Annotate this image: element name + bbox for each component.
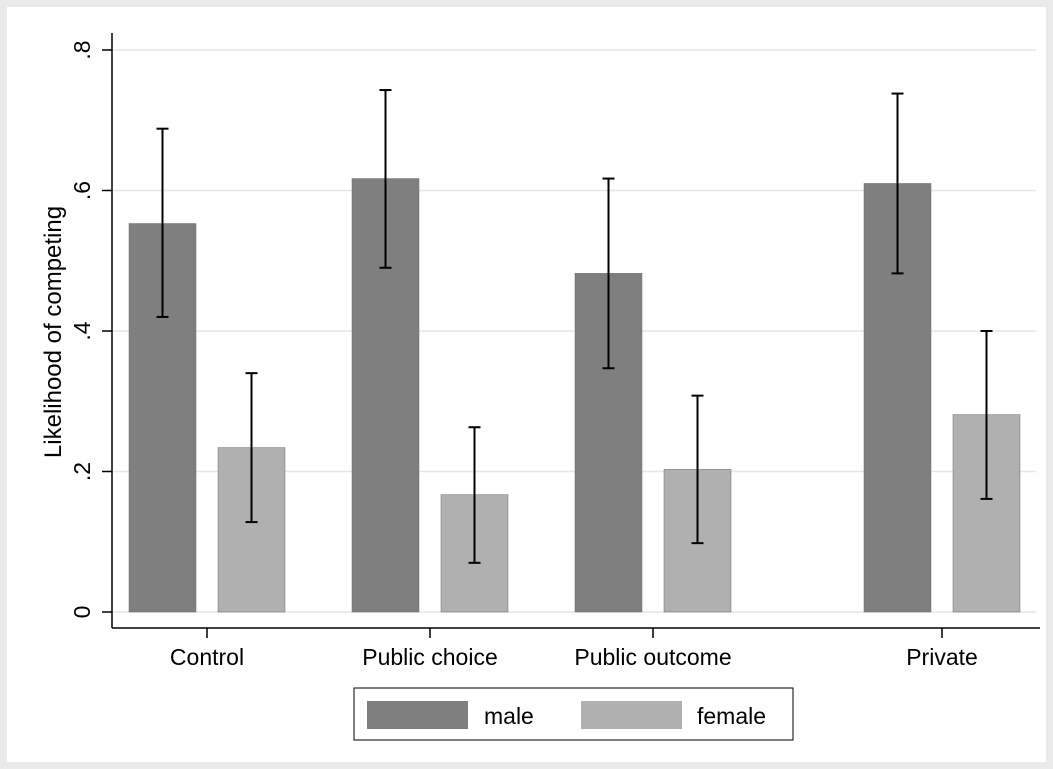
y-tick-label: 0	[69, 606, 95, 619]
legend-swatch-male	[367, 701, 468, 729]
x-ticks: Control Public choice Public outcome Privat…	[170, 628, 978, 670]
legend-label-male: male	[484, 703, 534, 729]
y-ticks: 0 .2 .4 .6 .8	[69, 40, 112, 618]
x-tick-label: Public outcome	[574, 644, 731, 670]
legend: male female	[353, 687, 794, 741]
x-tick-label: Private	[906, 644, 978, 670]
error-bars	[156, 89, 993, 564]
legend-label-female: female	[697, 703, 766, 729]
x-tick-label: Control	[170, 644, 244, 670]
x-tick-label: Public choice	[362, 644, 498, 670]
y-axis-label: Likelihood of competing	[40, 206, 67, 458]
y-tick-label: .6	[69, 181, 95, 200]
y-tick-label: .8	[69, 40, 95, 59]
y-tick-label: .4	[69, 321, 95, 340]
bars	[128, 178, 1021, 613]
y-tick-label: .2	[69, 462, 95, 481]
legend-swatch-female	[581, 701, 682, 729]
